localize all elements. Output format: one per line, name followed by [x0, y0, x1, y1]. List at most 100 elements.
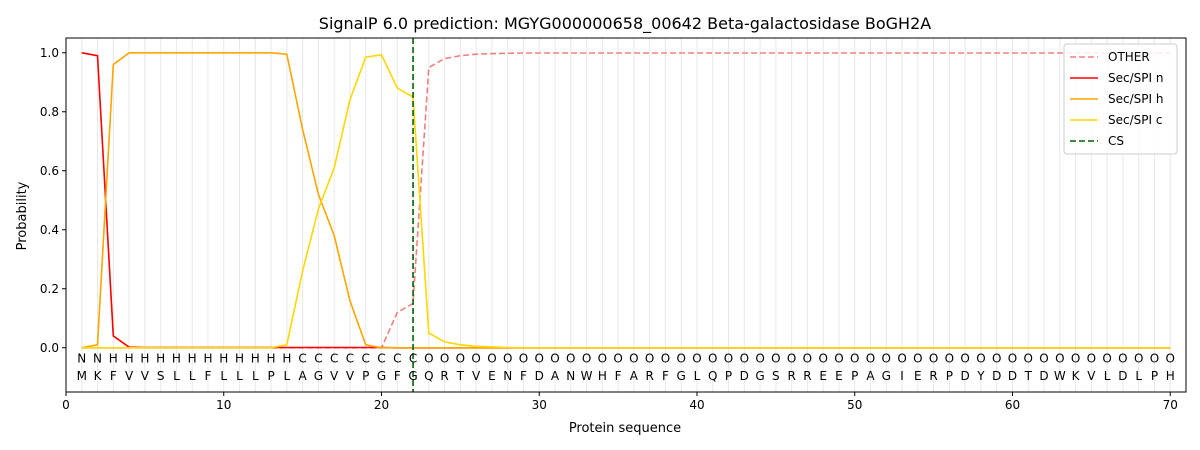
region-label: C — [409, 352, 417, 366]
residue-label: L — [252, 369, 259, 383]
residue-label: V — [125, 369, 134, 383]
region-label: O — [740, 352, 749, 366]
region-label: O — [1055, 352, 1064, 366]
residue-label: P — [267, 369, 274, 383]
residue-label: V — [346, 369, 355, 383]
residue-label: Q — [424, 369, 433, 383]
legend-label: CS — [1108, 134, 1124, 148]
region-label: O — [945, 352, 954, 366]
y-tick-label: 0.6 — [40, 164, 59, 178]
residue-label: P — [851, 369, 858, 383]
x-tick-label: 0 — [62, 398, 70, 412]
region-label: H — [219, 352, 228, 366]
region-label: O — [1134, 352, 1143, 366]
residue-label: E — [819, 369, 827, 383]
residue-label: E — [488, 369, 496, 383]
region-label: O — [818, 352, 827, 366]
legend-label: OTHER — [1108, 50, 1150, 64]
chart-title: SignalP 6.0 prediction: MGYG000000658_00… — [319, 14, 931, 34]
region-label: O — [850, 352, 859, 366]
region-label: O — [1102, 352, 1111, 366]
region-label: O — [913, 352, 922, 366]
residue-label: H — [1166, 369, 1175, 383]
region-label: O — [1165, 352, 1174, 366]
x-tick-label: 20 — [374, 398, 389, 412]
region-label: H — [203, 352, 212, 366]
plot-frame — [65, 37, 1187, 393]
y-tick-label: 0.2 — [40, 282, 59, 296]
region-label: O — [787, 352, 796, 366]
residue-label: F — [520, 369, 527, 383]
legend-label: Sec/SPI n — [1108, 71, 1163, 85]
region-label: O — [519, 352, 528, 366]
region-label: N — [93, 352, 102, 366]
residue-label: D — [1008, 369, 1017, 383]
region-label: O — [1008, 352, 1017, 366]
region-label: H — [172, 352, 181, 366]
residue-label: R — [440, 369, 448, 383]
legend-box — [1063, 43, 1178, 155]
y-tick-label: 1.0 — [40, 46, 59, 60]
y-axis-ticks: 0.0 0.2 0.4 0.6 0.8 1.0 — [40, 46, 66, 355]
region-label: H — [156, 352, 165, 366]
region-label: C — [298, 352, 306, 366]
region-label: O — [755, 352, 764, 366]
region-label: O — [1118, 352, 1127, 366]
residue-label: A — [299, 369, 308, 383]
series-line-sec-spi-n — [81, 52, 1171, 349]
region-label: H — [188, 352, 197, 366]
residue-label: H — [598, 369, 607, 383]
residue-label: D — [535, 369, 544, 383]
region-label: H — [140, 352, 149, 366]
x-tick-label: 40 — [689, 398, 704, 412]
legend: OTHER Sec/SPI n Sec/SPI h Sec/SPI c CS — [1063, 43, 1178, 155]
region-label: O — [834, 352, 843, 366]
residue-label: L — [173, 369, 180, 383]
x-tick-label: 10 — [216, 398, 231, 412]
residue-label: A — [866, 369, 875, 383]
region-label: C — [393, 352, 401, 366]
residue-label: F — [394, 369, 401, 383]
region-label: O — [771, 352, 780, 366]
residue-label: G — [882, 369, 891, 383]
region-label: O — [566, 352, 575, 366]
x-axis-label: Protein sequence — [569, 421, 681, 436]
residue-label: D — [740, 369, 749, 383]
residue-label: L — [1135, 369, 1142, 383]
series-line-sec-spi-h — [81, 51, 1171, 349]
x-tick-label: 60 — [1005, 398, 1020, 412]
residue-label: S — [157, 369, 165, 383]
x-axis-ticks: 0 10 20 30 40 50 60 70 — [62, 392, 1178, 412]
region-label: O — [803, 352, 812, 366]
residue-label: A — [630, 369, 639, 383]
residue-label: P — [362, 369, 369, 383]
region-label: H — [267, 352, 276, 366]
residue-label: L — [189, 369, 196, 383]
residue-label: W — [581, 369, 593, 383]
residue-label: R — [787, 369, 795, 383]
region-label: O — [992, 352, 1001, 366]
region-label: O — [1039, 352, 1048, 366]
region-label: O — [897, 352, 906, 366]
region-label: O — [1087, 352, 1096, 366]
residue-label: G — [677, 369, 686, 383]
residue-label: Y — [976, 369, 985, 383]
region-label: O — [550, 352, 559, 366]
legend-label: Sec/SPI h — [1108, 92, 1163, 106]
grid — [81, 38, 1171, 392]
residue-label: D — [961, 369, 970, 383]
residue-label: G — [314, 369, 323, 383]
residue-label: M — [77, 369, 87, 383]
residue-label: F — [205, 369, 212, 383]
region-label: O — [613, 352, 622, 366]
region-label: O — [724, 352, 733, 366]
region-label: O — [645, 352, 654, 366]
residue-label: N — [503, 369, 512, 383]
region-label: O — [535, 352, 544, 366]
region-label: O — [692, 352, 701, 366]
region-label: C — [362, 352, 370, 366]
residue-label: L — [284, 369, 291, 383]
region-label: O — [960, 352, 969, 366]
y-axis-label: Probability — [15, 181, 30, 250]
residue-label: R — [645, 369, 653, 383]
